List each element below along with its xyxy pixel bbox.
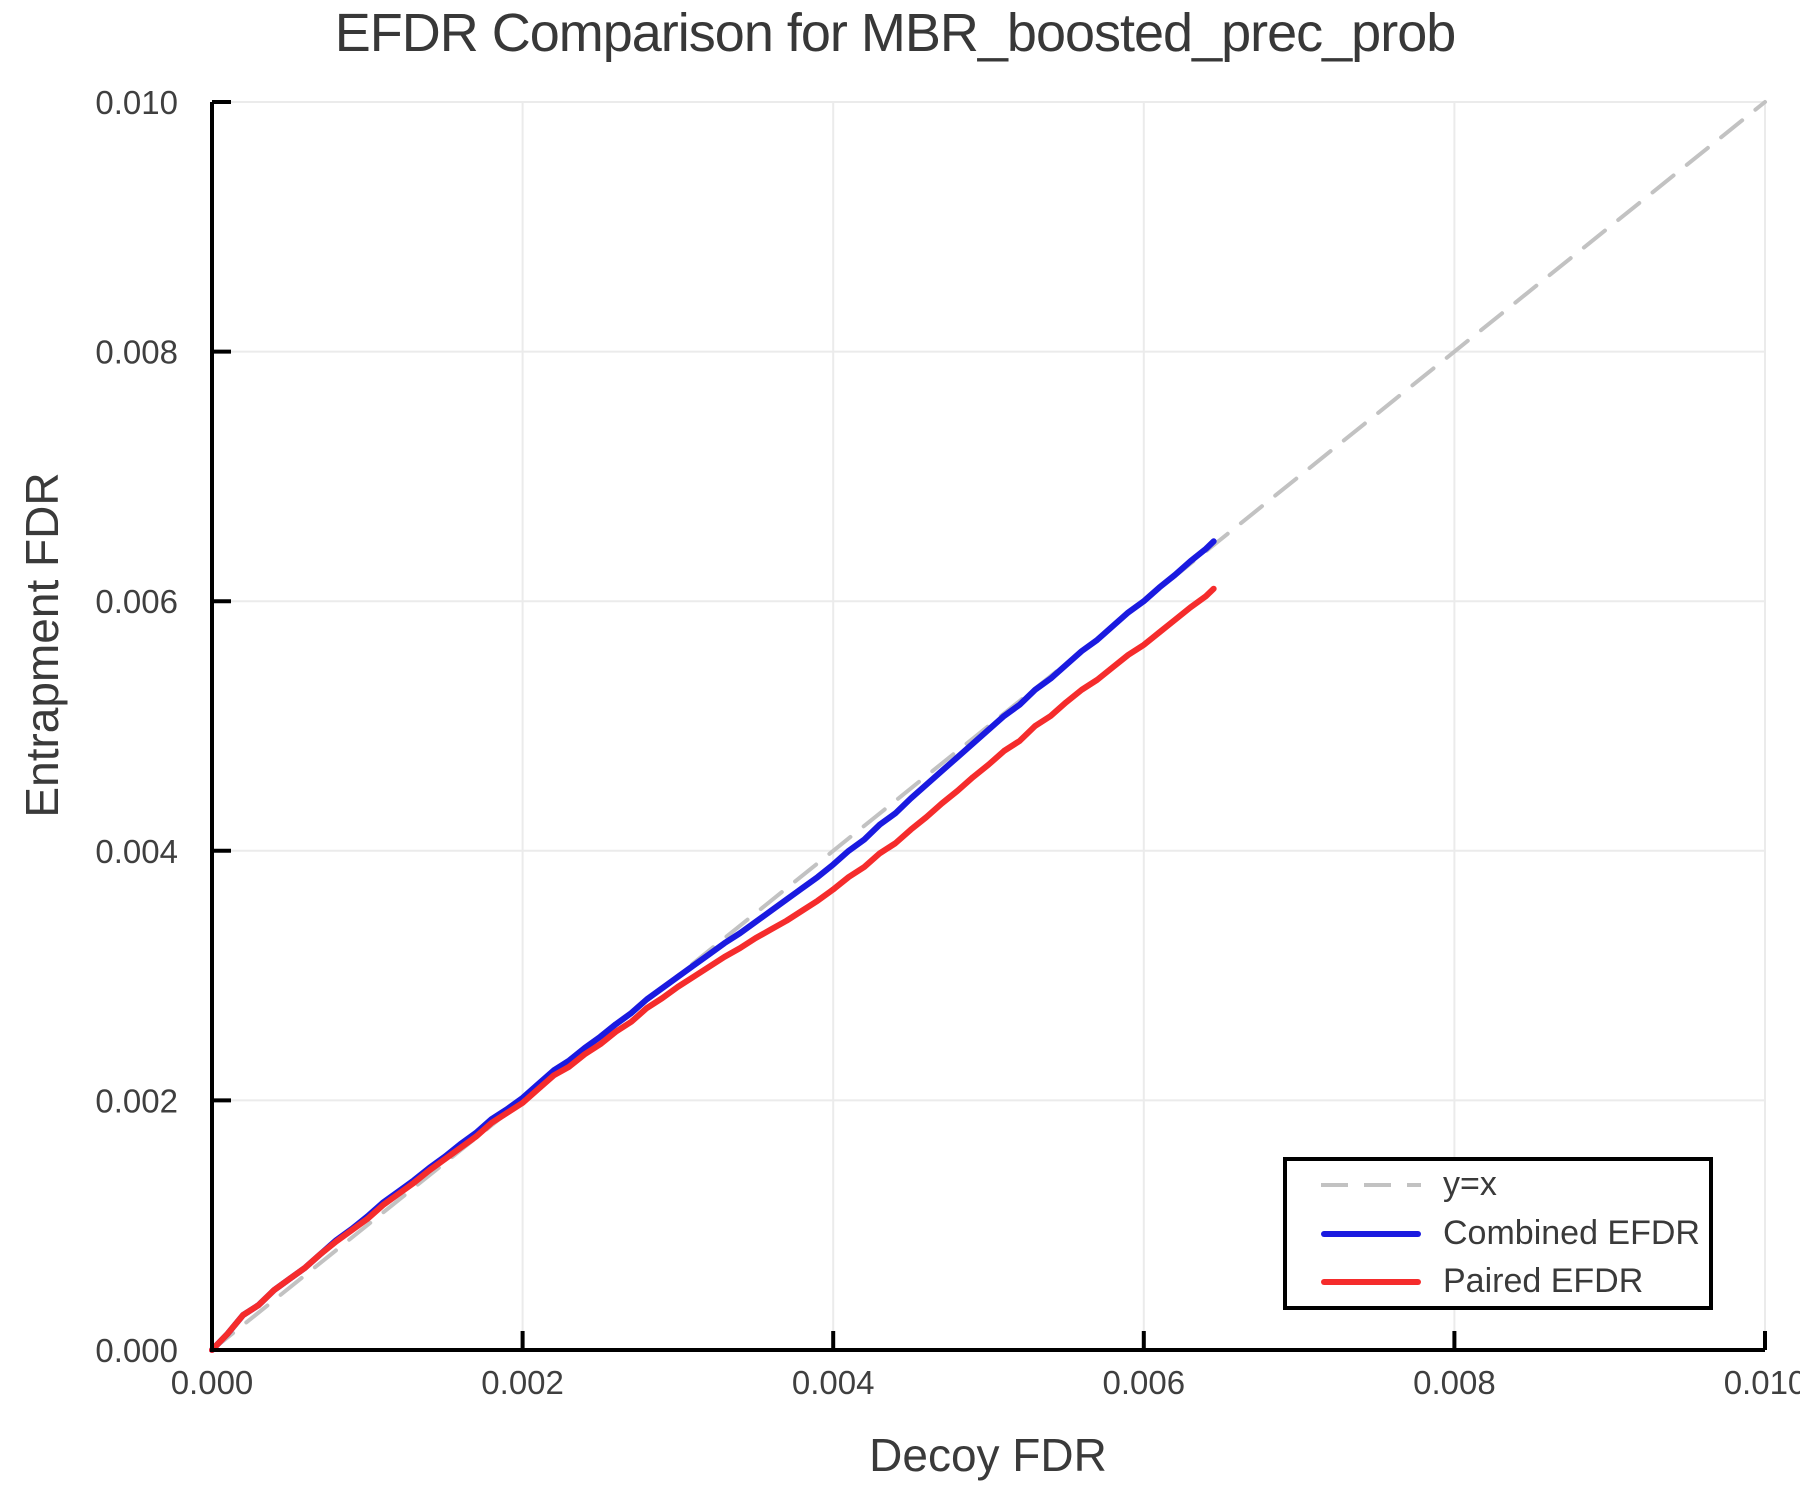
y-axis-label: Entrapment FDR [16, 472, 68, 818]
y-tick-label: 0.000 [95, 1332, 178, 1369]
chart-title: EFDR Comparison for MBR_boosted_prec_pro… [334, 3, 1457, 63]
legend-label-paired: Paired EFDR [1443, 1262, 1644, 1301]
legend-label-identity: y=x [1443, 1164, 1497, 1203]
x-tick-label: 0.010 [1724, 1364, 1800, 1401]
x-tick-label: 0.000 [171, 1364, 254, 1401]
x-tick-label: 0.008 [1413, 1364, 1496, 1401]
paired-efdr-line [209, 585, 1217, 1353]
y-tick-label: 0.006 [95, 583, 178, 620]
paired-efdr-swatch [1321, 1279, 1421, 1286]
y-tick-label: 0.004 [95, 833, 178, 870]
identity-line-swatch [1321, 1182, 1421, 1187]
x-tick-label: 0.002 [481, 1364, 564, 1401]
x-tick-label: 0.006 [1103, 1364, 1186, 1401]
x-axis-label: Decoy FDR [869, 1429, 1107, 1481]
y-tick-label: 0.008 [95, 334, 178, 371]
legend-item-combined: Combined EFDR [1321, 1213, 1709, 1252]
x-tick-label: 0.004 [792, 1364, 875, 1401]
legend-label-combined: Combined EFDR [1443, 1213, 1700, 1252]
legend-item-paired: Paired EFDR [1321, 1264, 1709, 1300]
y-tick-label: 0.002 [95, 1082, 178, 1119]
legend-item-identity: y=x [1321, 1164, 1709, 1203]
legend: y=x Combined EFDR Paired EFDR [1283, 1157, 1713, 1310]
combined-efdr-swatch [1321, 1230, 1421, 1237]
y-tick-label: 0.010 [95, 84, 178, 121]
